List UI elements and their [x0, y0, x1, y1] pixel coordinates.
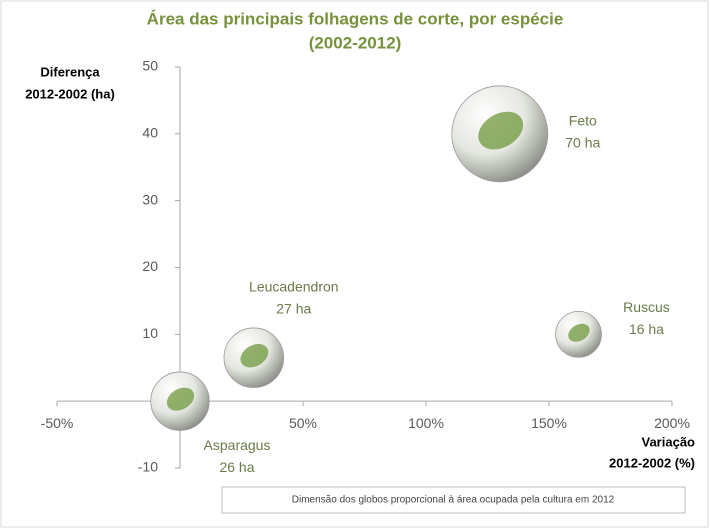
x-axis-title: 2012-2002 (%) — [609, 455, 695, 470]
y-tick-label: 30 — [142, 191, 158, 207]
note: Dimensão dos globos proporcional à área … — [292, 495, 615, 506]
size-label: 16 ha — [629, 321, 664, 337]
size-label: 26 ha — [219, 459, 254, 475]
point-label: Feto — [569, 113, 597, 129]
y-axis-title: 2012-2002 (ha) — [25, 86, 115, 101]
x-axis-title: Variação — [642, 434, 696, 449]
frame — [1, 1, 708, 527]
y-tick-label: 10 — [142, 325, 158, 341]
y-axis-title: Diferença — [40, 64, 100, 79]
size-label: 27 ha — [276, 300, 311, 316]
x-tick-label: 150% — [531, 415, 567, 431]
size-label: 70 ha — [565, 135, 600, 151]
y-tick-label: 20 — [142, 258, 158, 274]
chart-title: (2002-2012) — [309, 33, 402, 52]
chart: Área das principais folhagens de corte, … — [0, 0, 710, 529]
x-tick-label: 100% — [408, 415, 444, 431]
point-label: Ruscus — [623, 299, 670, 315]
point-label: Asparagus — [204, 437, 271, 453]
x-tick-label: -50% — [41, 415, 74, 431]
point-label: Leucadendron — [249, 278, 339, 294]
y-tick-label: 50 — [142, 58, 158, 74]
y-tick-label: -10 — [138, 459, 158, 475]
x-tick-label: 200% — [654, 415, 690, 431]
chart-title: Área das principais folhagens de corte, … — [147, 9, 564, 28]
y-tick-label: 40 — [142, 125, 158, 141]
x-tick-label: 50% — [289, 415, 317, 431]
